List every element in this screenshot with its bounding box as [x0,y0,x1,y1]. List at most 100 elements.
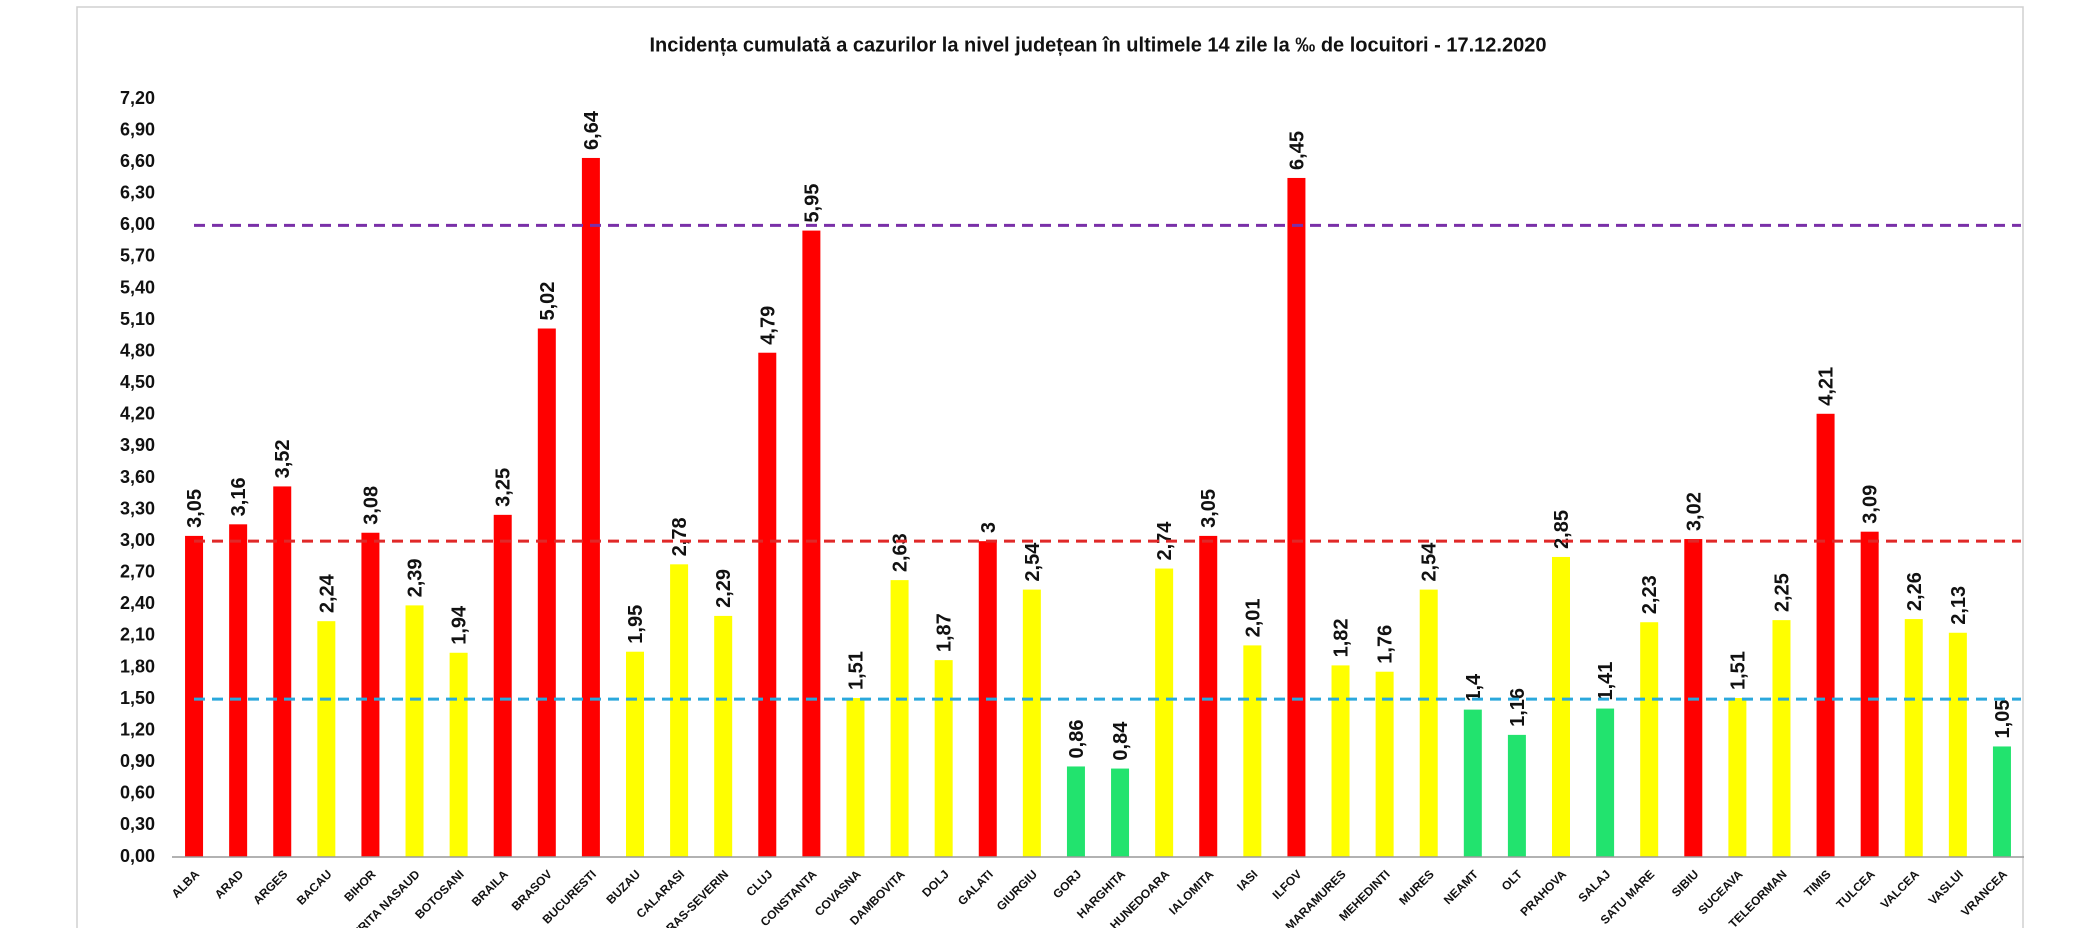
value-label: 3,05 [184,489,206,528]
bar [361,532,380,857]
y-tick-label: 2,10 [120,625,155,645]
y-tick-label: 3,60 [120,467,155,487]
bar [1772,620,1791,857]
value-label: 3,02 [1683,492,1705,531]
y-tick-label: 6,60 [120,151,155,171]
value-label: 0,86 [1066,720,1088,759]
bar [1992,746,2011,857]
bar [934,660,953,857]
bar [1243,645,1262,857]
bar [1860,531,1879,857]
value-label: 2,13 [1948,586,1970,625]
bar [1022,589,1041,857]
bar [1331,665,1350,857]
value-label: 2,25 [1771,573,1793,612]
bar [1155,568,1174,857]
y-tick-label: 3,90 [120,435,155,455]
bar [317,621,336,857]
value-label: 4,21 [1816,367,1838,406]
value-label: 1,87 [934,613,956,652]
bar [1640,622,1659,857]
bar [1728,698,1747,857]
value-label: 1,51 [845,651,867,690]
bar [1552,556,1570,857]
bar [1287,177,1306,858]
bar [846,698,865,857]
y-tick-label: 6,30 [120,183,155,203]
bar [1948,632,1967,857]
y-tick-label: 4,20 [120,404,155,424]
value-label: 2,24 [316,573,338,613]
bar [273,486,292,857]
value-label: 2,01 [1242,598,1264,637]
y-tick-label: 3,30 [120,498,155,518]
bar [537,328,556,857]
value-label: 2,29 [713,569,735,608]
bar [1507,734,1526,857]
value-label: 3,09 [1860,485,1882,524]
value-label: 2,78 [669,517,691,556]
y-tick-label: 4,50 [120,372,155,392]
y-tick-label: 5,40 [120,277,155,297]
bar [1596,708,1615,857]
y-tick-label: 2,70 [120,562,155,582]
y-tick-label: 2,40 [120,593,155,613]
bar [493,514,512,857]
value-label: 2,74 [1154,521,1176,561]
value-label: 6,45 [1286,131,1308,170]
y-tick-label: 0,90 [120,751,155,771]
bar [1904,619,1923,857]
bar [581,157,600,857]
value-label: 2,54 [1419,542,1441,582]
bar [405,605,424,857]
chart-title: Incidența cumulată a cazurilor la nivel … [650,34,1547,56]
value-label: 1,51 [1727,651,1749,690]
value-label: 2,39 [405,558,427,597]
value-label: 2,63 [890,533,912,572]
bar [802,230,821,857]
value-label: 3,25 [493,468,515,507]
y-tick-label: 1,20 [120,719,155,739]
y-tick-label: 5,70 [120,246,155,266]
bar [229,524,248,857]
value-label: 1,4 [1463,673,1485,702]
bar [449,652,468,857]
value-label: 0,84 [1110,721,1132,761]
bar [1199,535,1218,857]
y-tick-label: 3,00 [120,530,155,550]
bar [1419,589,1438,857]
bar [890,580,909,857]
value-label: 6,64 [581,110,603,150]
value-label: 2,85 [1551,510,1573,549]
y-tick-label: 5,10 [120,309,155,329]
bar [1375,671,1394,857]
y-tick-label: 4,80 [120,340,155,360]
value-label: 1,76 [1375,625,1397,664]
value-label: 1,95 [625,605,647,644]
bar [714,615,733,857]
bar [670,564,689,857]
value-label: 3,08 [360,486,382,525]
value-label: 1,41 [1595,662,1617,701]
value-label: 2,26 [1904,572,1926,611]
value-label: 1,94 [449,605,471,645]
bar [758,352,777,857]
y-tick-label: 6,00 [120,214,155,234]
bar [1111,768,1130,857]
value-label: 3,16 [228,477,250,516]
bar [1463,709,1482,857]
bar [1816,413,1835,857]
value-label: 3,05 [1198,489,1220,528]
value-label: 3 [978,522,1000,533]
value-label: 1,82 [1331,618,1353,657]
value-label: 1,16 [1507,688,1529,727]
bar [185,535,204,857]
value-label: 1,05 [1992,700,2014,739]
value-label: 4,79 [757,306,779,345]
y-tick-label: 1,50 [120,688,155,708]
y-tick-label: 1,80 [120,656,155,676]
bar [1066,766,1085,857]
y-tick-label: 6,90 [120,119,155,139]
